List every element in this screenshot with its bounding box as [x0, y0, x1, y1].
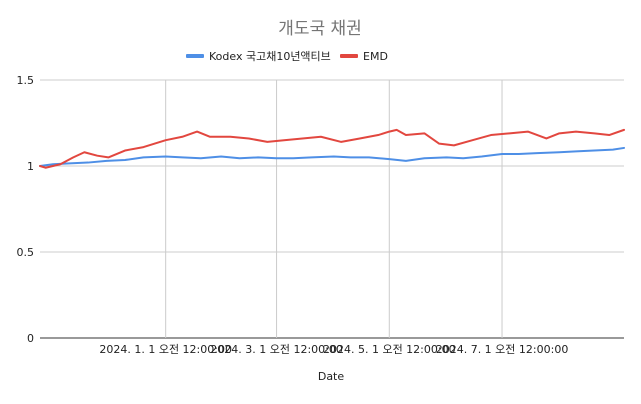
series-lines: [39, 128, 625, 169]
x-tick-label: 2024. 3. 1 오전 12:00:00: [210, 343, 343, 356]
legend-swatch-emd: [340, 54, 358, 58]
legend-swatch-kodex: [186, 54, 204, 58]
grid: [40, 79, 624, 339]
series-line-emd: [39, 128, 625, 169]
legend-label-emd: EMD: [363, 50, 388, 63]
y-tick-label: 0: [27, 332, 34, 345]
y-tick-label: 0.5: [17, 246, 35, 259]
series-line-kodex: [39, 146, 625, 167]
x-tick-label: 2024. 7. 1 오전 12:00:00: [436, 343, 569, 356]
x-tick-label: 2024. 5. 1 오전 12:00:00: [323, 343, 456, 356]
y-tick-label: 1.5: [17, 74, 35, 87]
y-tick-label: 1: [27, 160, 34, 173]
y-axis-ticks: 0 0.5 1 1.5: [17, 74, 35, 345]
legend-label-kodex: Kodex 국고채10년액티브: [209, 50, 331, 63]
x-axis-label: Date: [318, 370, 345, 383]
chart-title: 개도국 채권: [278, 19, 362, 39]
legend: Kodex 국고채10년액티브 EMD: [186, 50, 388, 63]
x-tick-label: 2024. 1. 1 오전 12:00:00: [99, 343, 232, 356]
